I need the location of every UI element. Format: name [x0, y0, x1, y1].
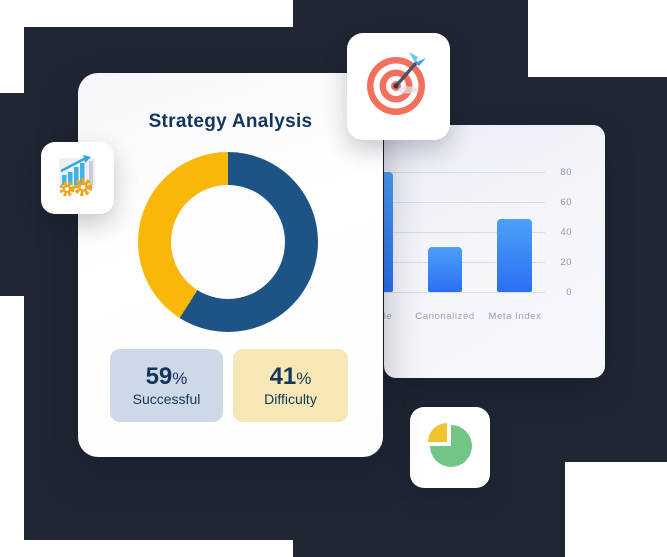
pie-chart-card [410, 407, 490, 488]
stat-successful: 59% Successful [110, 349, 223, 422]
y-axis-tick-label: 60 [560, 197, 572, 208]
y-axis-tick-label: 20 [560, 257, 572, 268]
donut-hole [171, 185, 285, 299]
y-axis-tick-label: 40 [560, 227, 572, 238]
y-axis-tick-label: 80 [560, 167, 572, 178]
dartboard-card [347, 33, 450, 140]
dartboard-icon [363, 48, 435, 125]
stat-value: 59% [145, 362, 188, 390]
bar-chart-plot: 80 60 40 20 0 le Canonalized Meta Index [384, 125, 605, 378]
growth-gears-icon [55, 154, 101, 203]
gridline [384, 232, 545, 233]
donut-chart [138, 152, 318, 332]
strategy-analysis-card: Strategy Analysis 59% Successful 41% Dif… [78, 73, 383, 457]
gridline [384, 292, 545, 293]
x-axis-category-label: Canonalized [415, 311, 475, 322]
x-axis-category-label: le [384, 311, 393, 322]
x-axis-category-label: Meta Index [488, 311, 542, 322]
pie-chart-icon [423, 418, 477, 477]
stat-difficulty: 41% Difficulty [233, 349, 348, 422]
gridline [384, 262, 545, 263]
bar-chart-card: 80 60 40 20 0 le Canonalized Meta Index [384, 125, 605, 378]
bar-0 [384, 172, 393, 292]
stat-value: 41% [269, 362, 312, 390]
bar-2 [497, 218, 532, 292]
growth-gears-card [41, 142, 114, 214]
stat-label: Successful [132, 391, 201, 408]
card-title: Strategy Analysis [148, 111, 313, 132]
stat-label: Difficulty [264, 391, 317, 408]
y-axis-tick-label: 0 [566, 287, 572, 298]
gridline [384, 202, 545, 203]
gridline [384, 172, 545, 173]
bar-1 [428, 247, 462, 292]
